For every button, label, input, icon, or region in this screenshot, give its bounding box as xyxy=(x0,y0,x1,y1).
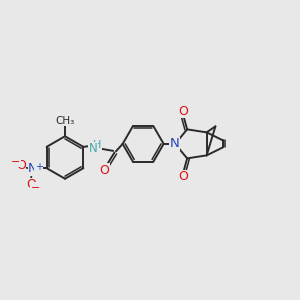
Text: O: O xyxy=(178,105,188,118)
Text: N: N xyxy=(169,137,179,150)
Text: O: O xyxy=(100,164,109,177)
Text: +: + xyxy=(34,162,43,172)
Text: CH₃: CH₃ xyxy=(56,116,75,125)
Text: N: N xyxy=(28,162,38,176)
Text: −: − xyxy=(31,183,40,193)
Text: O: O xyxy=(16,159,26,172)
Text: O: O xyxy=(178,170,188,183)
Text: O: O xyxy=(26,178,36,191)
Text: −: − xyxy=(11,157,20,167)
Text: N: N xyxy=(89,142,98,155)
Text: H: H xyxy=(93,140,101,150)
